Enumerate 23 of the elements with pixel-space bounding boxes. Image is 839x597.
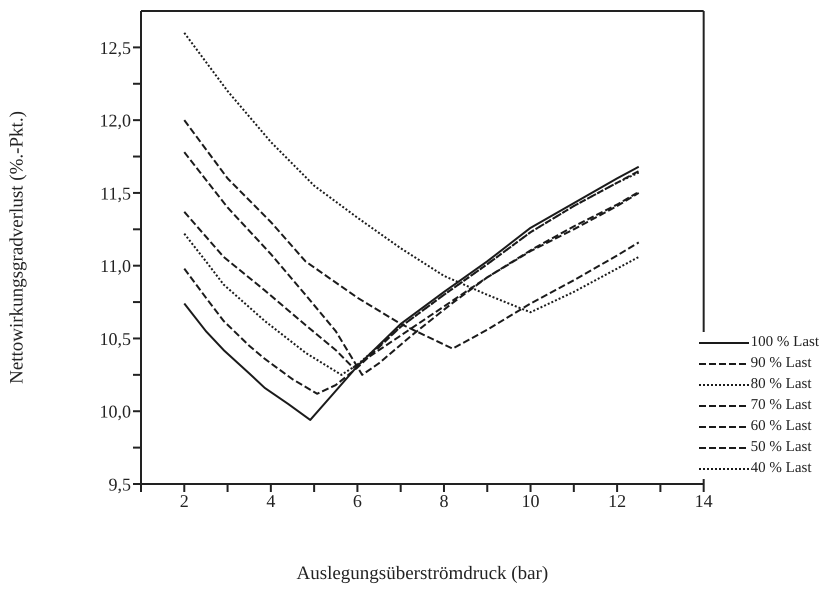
legend-label: 60 % Last [750,418,812,435]
x-tick-label: 10 [522,490,540,511]
x-tick-label: 2 [180,490,189,511]
y-tick-label: 12,0 [100,110,131,131]
legend-label: 50 % Last [750,439,812,456]
y-tick-label: 11,5 [100,183,131,204]
legend-label: 70 % Last [750,397,812,414]
y-axis-title: Nettowirkungsgradverlust (%.-Pkt.) [6,111,28,384]
x-tick-label: 4 [266,490,276,511]
x-tick-label: 14 [694,490,713,511]
x-tick-label: 6 [352,490,362,511]
y-tick-label: 12,5 [100,38,131,58]
legend-label: 80 % Last [750,376,812,393]
legend-label: 90 % Last [750,355,812,372]
x-tick-label: 8 [439,490,448,511]
y-tick-label: 10,5 [100,328,131,349]
legend-label: 100 % Last [750,334,819,351]
x-tick-label: 12 [608,490,626,511]
y-tick-label: 11,0 [100,256,131,276]
y-tick-label: 10,0 [100,402,131,422]
legend-label: 40 % Last [750,460,812,477]
x-axis-title: Auslegungsüberströmdruck (bar) [296,563,548,584]
y-tick-label: 9,5 [108,474,131,494]
